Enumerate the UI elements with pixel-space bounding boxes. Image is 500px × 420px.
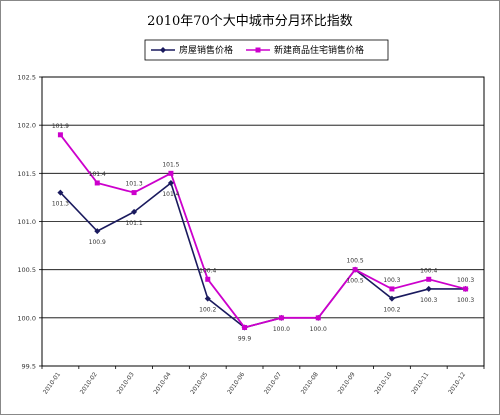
data-point	[426, 276, 432, 282]
data-label: 100.4	[420, 267, 437, 274]
data-label: 101.5	[162, 161, 179, 168]
data-labels: 101.3 100.9 101.1 101.4 100.2 99.9 100.0 100.0 1…	[52, 123, 475, 343]
data-label: 100.5	[346, 278, 363, 285]
legend-marker-series-2	[255, 47, 261, 53]
data-point	[315, 315, 321, 321]
data-point	[94, 180, 100, 186]
y-tick-label: 99.5	[22, 363, 36, 371]
data-point	[205, 276, 211, 282]
data-label: 101.4	[89, 171, 106, 178]
data-label: 101.4	[162, 191, 179, 198]
data-point	[388, 295, 395, 302]
data-label: 99.9	[238, 335, 252, 342]
series-markers	[57, 132, 469, 331]
chart-title: 2010年70个大中城市分月环比指数	[147, 13, 353, 29]
data-point	[242, 324, 248, 330]
data-point	[131, 190, 137, 196]
data-label: 100.2	[199, 307, 216, 314]
y-tick-label: 100.0	[17, 314, 36, 322]
data-label: 100.3	[383, 277, 400, 284]
data-label: 100.5	[346, 258, 363, 265]
data-point	[463, 286, 469, 292]
data-point	[131, 208, 138, 215]
data-point	[168, 170, 174, 176]
y-tick-label: 100.5	[17, 266, 36, 274]
data-label: 100.3	[420, 297, 437, 304]
data-point	[167, 179, 174, 186]
data-label: 100.0	[310, 326, 327, 333]
data-label: 100.0	[273, 326, 290, 333]
data-label: 101.1	[125, 220, 142, 227]
y-tick-label: 101.0	[17, 218, 36, 226]
data-point	[425, 285, 432, 292]
data-label: 100.4	[199, 267, 216, 274]
data-point	[389, 286, 395, 292]
data-label: 100.3	[457, 297, 474, 304]
data-label: 101.3	[52, 201, 69, 208]
legend-label-series-2: 新建商品住宅销售价格	[274, 44, 364, 56]
data-point	[204, 295, 211, 302]
y-tick-label: 101.5	[17, 170, 36, 178]
data-point	[352, 267, 358, 273]
legend: 房屋销售价格 新建商品住宅销售价格	[144, 39, 389, 61]
data-point	[278, 315, 284, 321]
data-label: 100.9	[89, 239, 106, 246]
data-label: 101.9	[52, 123, 69, 130]
data-label: 101.3	[125, 181, 142, 188]
y-tick-label: 102.5	[17, 74, 36, 82]
series-line-2	[59, 134, 466, 329]
data-point	[57, 189, 64, 196]
legend-marker-series-1	[160, 47, 166, 53]
data-point	[94, 228, 101, 235]
data-point	[57, 132, 63, 138]
series-lines	[59, 134, 466, 329]
legend-label-series-1: 房屋销售价格	[179, 44, 233, 56]
data-label: 100.3	[457, 277, 474, 284]
data-label: 100.2	[383, 307, 400, 314]
y-axis-ticks: 99.5 100.0 100.5 101.0 101.5 102.0 102.5	[17, 74, 42, 371]
y-tick-label: 102.0	[17, 122, 36, 130]
